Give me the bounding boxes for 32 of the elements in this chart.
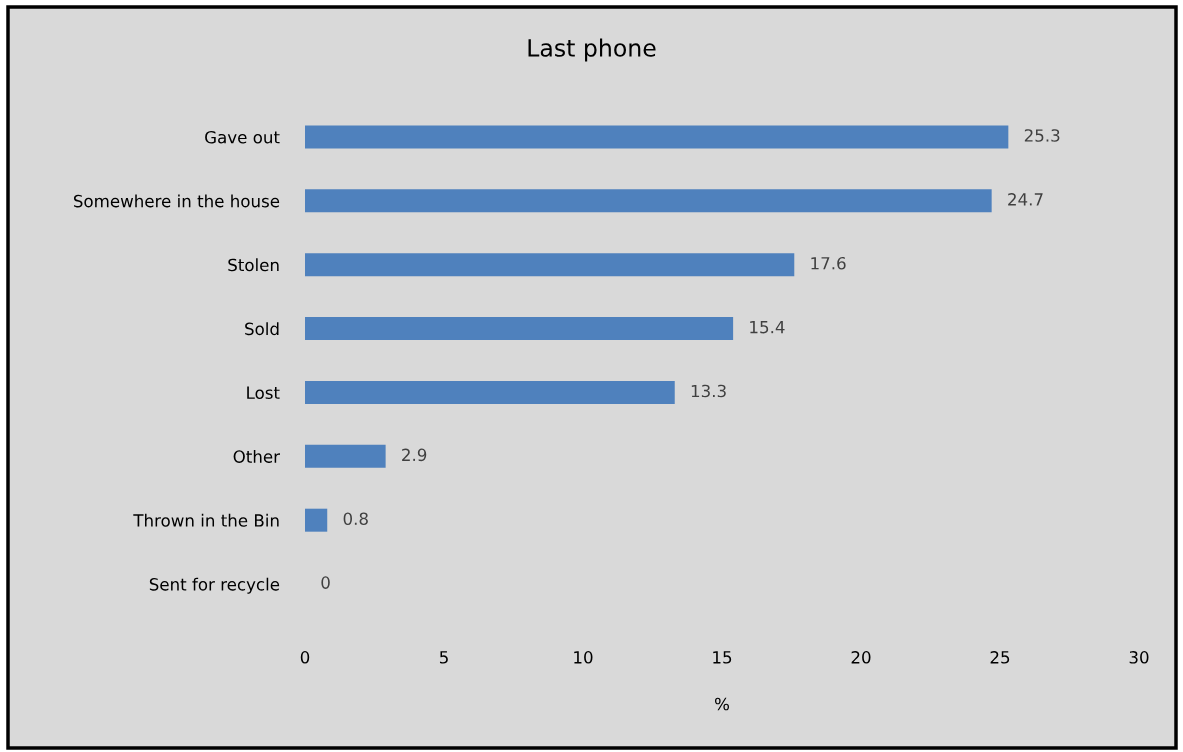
x-tick-label: 10 <box>574 651 593 664</box>
bar <box>305 380 675 404</box>
bar <box>305 125 1009 149</box>
data-label: 24.7 <box>1008 193 1043 206</box>
y-tick-label: Thrown in the Bin <box>133 513 279 527</box>
data-label: 17.6 <box>811 256 846 270</box>
y-tick-label: Sold <box>245 322 279 336</box>
y-tick-label: Other <box>233 449 280 463</box>
data-label: 25.3 <box>1024 129 1060 142</box>
bar <box>305 444 386 468</box>
y-tick-label: Somewhere in the house <box>73 194 280 208</box>
data-label: 0 <box>321 576 330 589</box>
y-tick-label: Lost <box>247 386 280 400</box>
x-tick-label: 20 <box>851 651 871 664</box>
data-label: 2.9 <box>402 448 427 462</box>
x-tick-label: 5 <box>439 651 448 664</box>
bar <box>305 508 328 532</box>
bar <box>305 253 795 277</box>
y-tick-label: Gave out <box>205 130 280 144</box>
x-tick-label: 25 <box>990 651 1010 664</box>
x-tick-label: 15 <box>713 651 732 664</box>
bar <box>305 189 992 213</box>
chart-title: Last phone <box>528 38 656 62</box>
x-tick-label: 0 <box>300 651 310 664</box>
x-axis-title: % <box>715 697 729 711</box>
data-label: 15.4 <box>750 321 785 334</box>
data-label: 0.8 <box>343 512 368 526</box>
y-tick-label: Sent for recycle <box>149 577 280 594</box>
data-label: 13.3 <box>691 384 726 398</box>
y-tick-label: Stolen <box>228 258 279 272</box>
x-tick-label: 30 <box>1129 651 1149 664</box>
bar <box>305 317 734 341</box>
